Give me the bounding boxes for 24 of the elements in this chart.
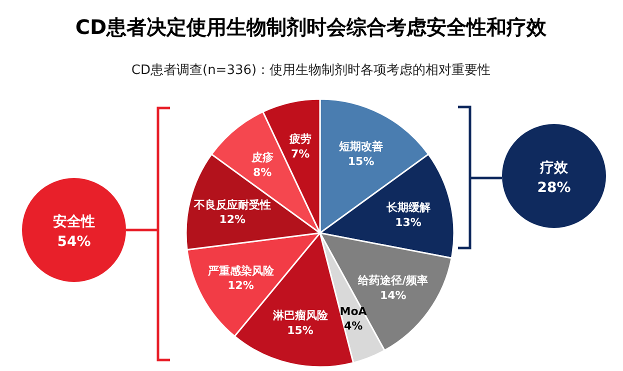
- data-label: 14%: [380, 288, 406, 302]
- slice-label: 给药途径/频率: [357, 274, 428, 287]
- slice-label: 短期改善: [338, 140, 384, 154]
- text: 安全性: [53, 213, 95, 230]
- data-label: 7%: [290, 147, 310, 160]
- data-label: 8%: [253, 166, 272, 179]
- data-label: 12%: [219, 213, 246, 226]
- data-label: 4%: [344, 320, 363, 333]
- slice-label: MoA: [340, 304, 368, 318]
- slice-label: 严重感染风险: [206, 264, 275, 278]
- text: 54%: [57, 234, 91, 250]
- chart-subtitle: CD患者调查(n=336)：使用生物制剂时各项考虑的相对重要性: [131, 62, 491, 78]
- text: 疗效: [539, 159, 569, 176]
- slice-label: 不良反应耐受性: [192, 198, 271, 212]
- slice-label: 疲劳: [288, 132, 312, 146]
- data-label: 15%: [287, 324, 314, 337]
- slice-label: 皮疹: [250, 151, 274, 164]
- data-label: 12%: [228, 279, 254, 292]
- data-label: 13%: [395, 216, 422, 229]
- text: 28%: [537, 180, 571, 196]
- data-label: 15%: [348, 155, 374, 168]
- slice-label: 淋巴瘤风险: [272, 309, 329, 322]
- chart-title: CD患者决定使用生物制剂时会综合考虑安全性和疗效: [75, 15, 548, 39]
- slice-label: 长期缓解: [385, 201, 430, 214]
